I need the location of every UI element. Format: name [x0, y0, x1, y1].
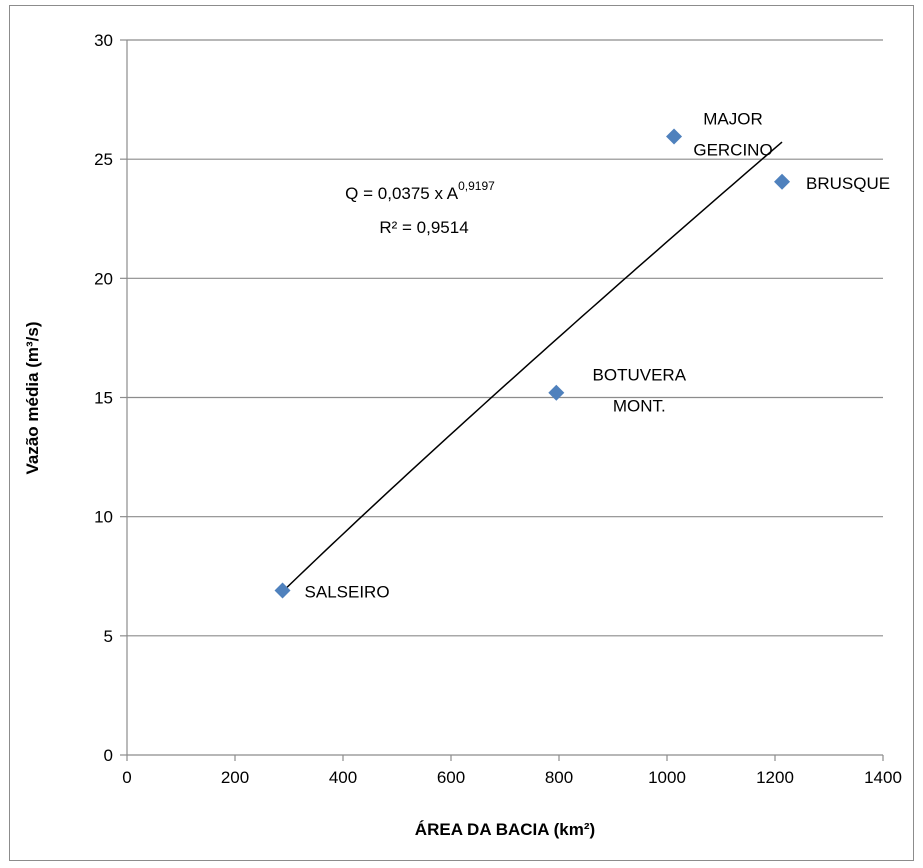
- x-tick-label: 1200: [756, 768, 794, 787]
- point-label: BRUSQUE: [806, 174, 890, 193]
- data-point-marker: [666, 128, 683, 145]
- trend-equation: Q = 0,0375 x A0,9197: [345, 179, 495, 203]
- tick-labels: 0 5 10 15 20 25 30 0 200 400 600 800 1000 1200 1400: [94, 31, 902, 787]
- x-axis-title: ÁREA DA BACIA (km²): [415, 820, 595, 839]
- trend-r2: R² = 0,9514: [379, 218, 468, 237]
- x-tick-label: 800: [545, 768, 573, 787]
- data-point-marker: [548, 384, 565, 401]
- trendline: [281, 141, 783, 593]
- y-tick-label: 25: [94, 150, 113, 169]
- y-tick-label: 10: [94, 508, 113, 527]
- y-tick-label: 0: [104, 746, 113, 765]
- x-tick-label: 1000: [648, 768, 686, 787]
- y-tick-label: 30: [94, 31, 113, 50]
- axes: [126, 40, 884, 761]
- trend-equation-exponent: 0,9197: [458, 179, 495, 193]
- point-label: SALSEIRO: [305, 583, 390, 602]
- x-tick-label: 400: [329, 768, 357, 787]
- y-axis-title: Vazão média (m³/s): [23, 321, 42, 474]
- point-label: BOTUVERA: [593, 366, 687, 385]
- point-label: GERCINO: [693, 141, 772, 160]
- y-tick-label: 15: [94, 389, 113, 408]
- y-tick-label: 20: [94, 269, 113, 288]
- point-label: MONT.: [613, 397, 666, 416]
- x-tick-label: 600: [437, 768, 465, 787]
- point-label: MAJOR: [703, 110, 763, 129]
- point-labels: SALSEIRO BOTUVERA MONT. MAJOR GERCINO BRUSQUE: [305, 110, 891, 602]
- trend-equation-base: Q = 0,0375 x A: [345, 184, 459, 203]
- data-points: [274, 128, 791, 599]
- x-tick-label: 0: [122, 768, 131, 787]
- data-point-marker: [774, 173, 791, 190]
- y-tick-label: 5: [104, 627, 113, 646]
- x-tick-label: 200: [221, 768, 249, 787]
- chart-frame: [9, 5, 914, 861]
- gridlines: [120, 39, 883, 756]
- data-point-marker: [274, 582, 291, 599]
- x-tick-label: 1400: [864, 768, 902, 787]
